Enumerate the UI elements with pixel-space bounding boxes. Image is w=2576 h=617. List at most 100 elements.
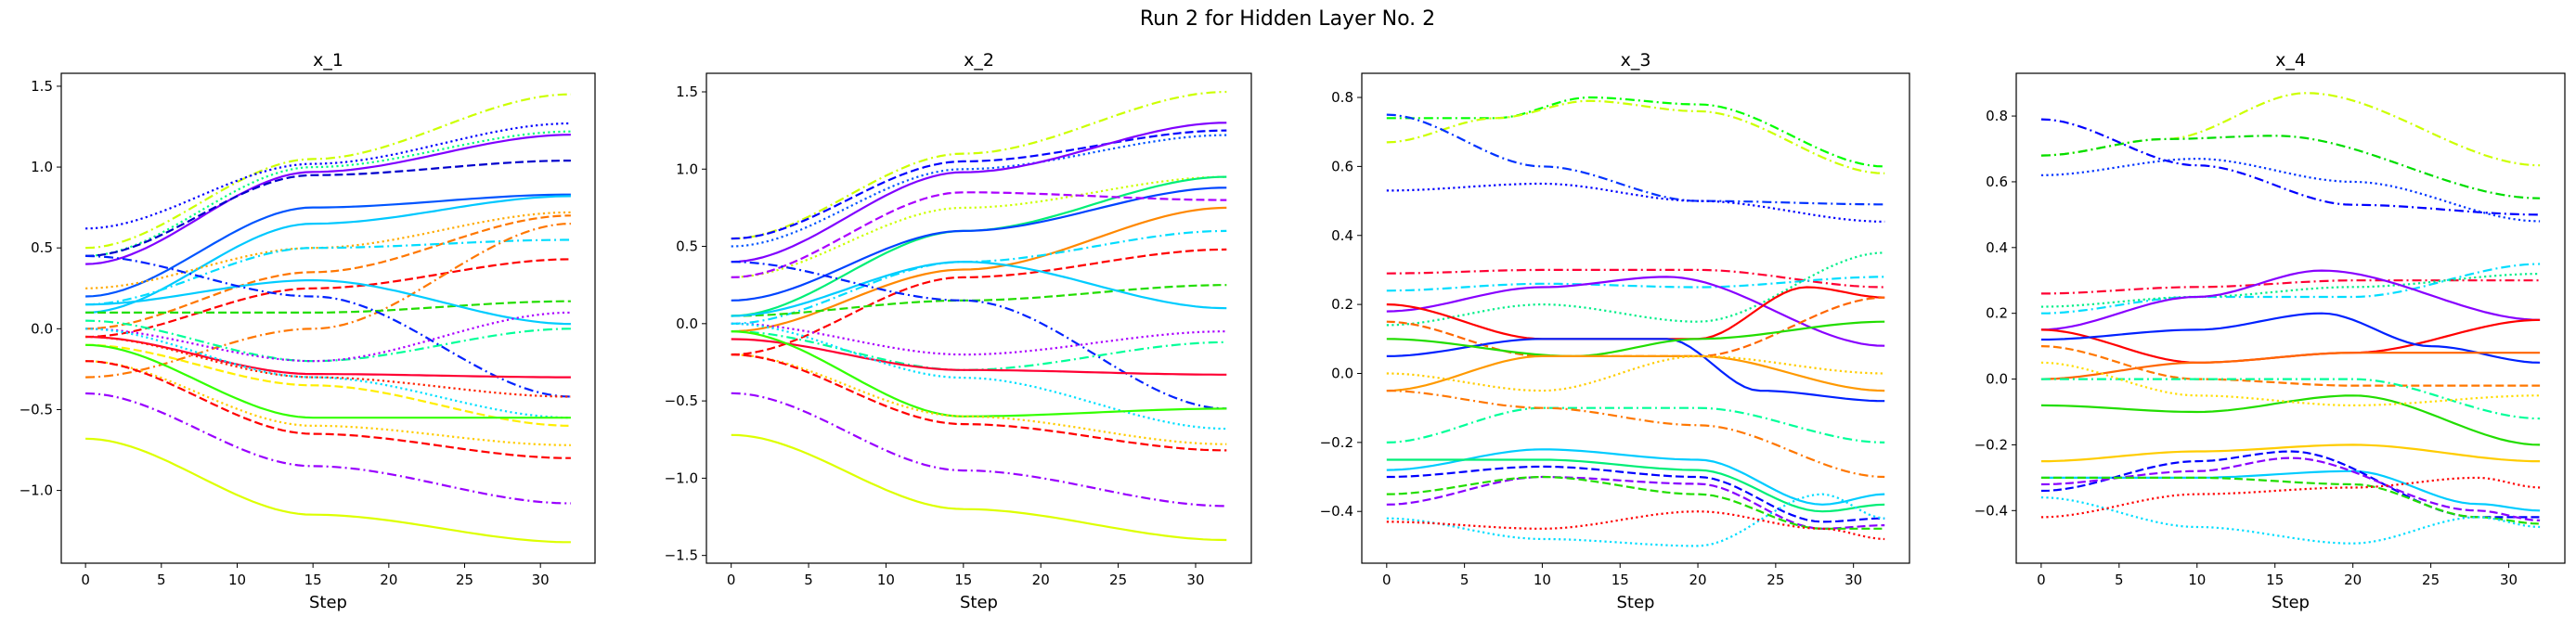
subplot-title: x_2 [964,50,994,71]
series-group [2040,92,2541,545]
x-axis-label: Step [2272,593,2310,612]
y-tick-label: 0.0 [1986,371,2008,388]
subplot-title: x_1 [313,50,343,71]
x-tick-label: 20 [1689,572,1706,588]
x-tick-label: 15 [2266,572,2284,588]
series-line-8 [85,211,571,289]
series-line-6 [1386,276,1885,292]
y-tick-label: 1.0 [31,159,53,175]
y-tick-label: 0.2 [1986,305,2008,322]
series-line-11 [2040,352,2541,380]
series-line-5 [1386,268,1885,289]
series-line-13 [1386,354,1885,392]
series-line-7 [85,195,571,314]
series-line-11 [85,258,571,339]
x-tick-label: 5 [157,572,166,588]
series-line-22 [1386,493,1885,547]
series-line-10 [85,238,571,306]
subplot-title: x_4 [2275,50,2306,71]
series-group [731,90,1227,542]
series-line-10 [2040,312,2541,364]
series-line-5 [85,160,571,257]
x-tick-label: 30 [1845,572,1862,588]
y-tick-label: 1.5 [676,84,698,100]
x-tick-label: 30 [532,572,550,588]
series-line-16 [731,322,1227,356]
plot-frame [60,72,596,564]
series-line-22 [85,343,571,419]
series-line-16 [85,254,571,398]
series-line-17 [731,338,1227,376]
series-line-12 [85,223,571,379]
plot-frame [705,72,1252,564]
series-line-9 [85,214,571,330]
series-line-22 [2040,476,2541,519]
series-line-3 [731,134,1227,248]
series-line-3 [2040,118,2541,216]
y-tick-label: −0.2 [1320,434,1353,451]
series-line-18 [85,335,571,379]
series-line-3 [85,130,571,257]
series-line-13 [2040,378,2541,420]
series-line-19 [1386,465,1885,523]
series-line-4 [1386,182,1885,223]
series-line-5 [2040,263,2541,315]
series-line-21 [731,353,1227,452]
x-tick-label: 5 [2115,572,2124,588]
series-line-16 [1386,390,1885,479]
series-line-23 [731,433,1227,542]
series-line-18 [731,322,1227,431]
series-line-12 [731,284,1227,317]
series-line-2 [1386,99,1885,174]
series-line-7 [2040,273,2541,308]
x-tick-label: 15 [1612,572,1629,588]
y-tick-label: −0.2 [1974,436,2008,453]
series-line-14 [731,330,1227,371]
y-tick-label: 0.2 [1331,296,1353,313]
series-line-1 [2040,92,2541,167]
series-line-13 [85,300,571,314]
series-line-20 [731,353,1227,445]
series-line-14 [1386,354,1885,392]
series-line-20 [85,328,571,419]
y-tick-label: −0.4 [1974,502,2008,519]
y-tick-label: 0.6 [1331,158,1353,174]
x-tick-label: 10 [2188,572,2206,588]
series-line-19 [85,335,571,398]
series-line-15 [2040,443,2541,463]
series-line-1 [731,90,1227,240]
y-tick-label: −1.5 [665,547,698,564]
series-line-15 [1386,406,1885,443]
y-tick-label: 1.0 [676,161,698,177]
subplot-x_2: 0 5 10 15 20 25 30 −1.5 −1.0 −0.5 0.0 0.5 1.0 1.5 x_2 S… [665,50,1252,612]
series-line-4 [731,122,1227,264]
y-tick-label: 0.0 [676,315,698,332]
x-tick-label: 10 [1534,572,1551,588]
x-tick-label: 30 [1186,572,1204,588]
series-line-25 [85,392,571,505]
series-line-18 [2040,450,2541,519]
y-tick-label: 0.8 [1331,89,1353,106]
x-tick-label: 0 [2037,572,2046,588]
y-tick-label: −1.0 [19,482,53,499]
x-tick-label: 15 [954,572,972,588]
y-tick-label: 0.0 [31,320,53,337]
x-tick-label: 30 [2500,572,2518,588]
y-tick-label: −0.4 [1320,503,1353,520]
x-tick-label: 0 [1382,572,1392,588]
x-tick-label: 25 [456,572,473,588]
series-line-23 [1386,510,1885,541]
series-line-4 [2040,157,2541,223]
y-tick-label: 0.4 [1986,239,2008,256]
series-line-21 [2040,496,2541,545]
subplot-x_1: 0 5 10 15 20 25 30 −1.0 −0.5 0.0 0.5 1.0 1.5 x_1 Step [19,50,596,612]
series-line-6 [85,193,571,298]
series-line-6 [2040,279,2541,295]
series-line-7 [1386,251,1885,327]
series-line-8 [2040,269,2541,331]
x-tick-label: 25 [1109,572,1127,588]
series-line-26 [85,437,571,544]
series-line-15 [731,261,1227,410]
series-line-24 [85,360,571,459]
